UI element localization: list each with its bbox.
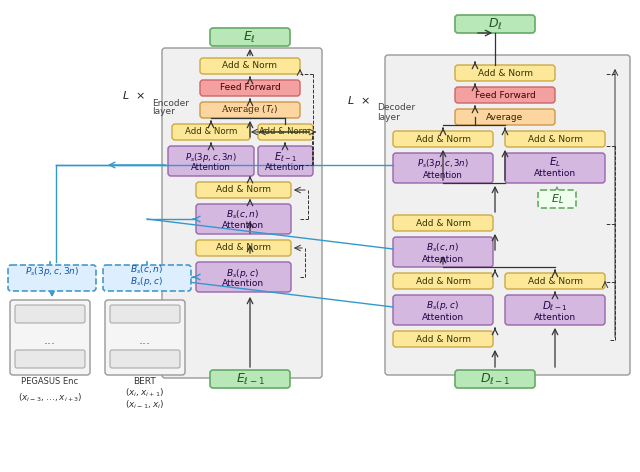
Text: Add & Norm: Add & Norm: [527, 277, 582, 286]
FancyBboxPatch shape: [168, 146, 254, 176]
FancyBboxPatch shape: [505, 131, 605, 147]
Text: Attention: Attention: [422, 254, 464, 263]
FancyBboxPatch shape: [393, 215, 493, 231]
FancyBboxPatch shape: [15, 350, 85, 368]
Text: layer: layer: [377, 113, 400, 123]
Text: Add & Norm: Add & Norm: [185, 127, 237, 136]
FancyBboxPatch shape: [196, 240, 291, 256]
FancyBboxPatch shape: [103, 265, 191, 291]
FancyBboxPatch shape: [393, 131, 493, 147]
FancyBboxPatch shape: [200, 80, 300, 96]
Text: Attention: Attention: [191, 163, 231, 172]
FancyBboxPatch shape: [10, 300, 90, 375]
FancyBboxPatch shape: [385, 55, 630, 375]
FancyBboxPatch shape: [393, 295, 493, 325]
FancyBboxPatch shape: [210, 28, 290, 46]
FancyBboxPatch shape: [105, 300, 185, 375]
Text: PEGASUS Enc: PEGASUS Enc: [21, 377, 79, 386]
Text: $L$  ×: $L$ ×: [347, 94, 370, 106]
Text: Attention: Attention: [265, 163, 305, 172]
FancyBboxPatch shape: [162, 48, 322, 378]
Text: Decoder: Decoder: [377, 103, 415, 112]
Text: Attention: Attention: [423, 170, 463, 179]
Text: $D_{\ell-1}$: $D_{\ell-1}$: [479, 371, 510, 387]
FancyBboxPatch shape: [200, 102, 300, 118]
Text: $L$  ×: $L$ ×: [122, 89, 145, 101]
Text: ...: ...: [44, 334, 56, 346]
Text: $E_{\ell-1}$: $E_{\ell-1}$: [236, 371, 264, 387]
Text: $D_{\ell-1}$: $D_{\ell-1}$: [542, 299, 568, 313]
Text: $B_s(p, c)$: $B_s(p, c)$: [426, 300, 460, 312]
Text: Add & Norm: Add & Norm: [415, 135, 470, 143]
FancyBboxPatch shape: [393, 237, 493, 267]
Text: Attention: Attention: [534, 312, 576, 321]
Text: ...: ...: [139, 334, 151, 346]
Text: $E_\ell$: $E_\ell$: [243, 29, 257, 44]
Text: Average $(T_\ell)$: Average $(T_\ell)$: [221, 103, 278, 117]
Text: $D_\ell$: $D_\ell$: [488, 17, 502, 32]
Text: $B_s(c, n)$: $B_s(c, n)$: [227, 209, 260, 221]
Text: $E_{\ell-1}$: $E_{\ell-1}$: [273, 150, 296, 164]
FancyBboxPatch shape: [258, 124, 313, 140]
Text: $(x_i, x_{i+1})$: $(x_i, x_{i+1})$: [125, 387, 164, 399]
FancyBboxPatch shape: [210, 370, 290, 388]
Text: $E_L$: $E_L$: [549, 155, 561, 169]
FancyBboxPatch shape: [505, 273, 605, 289]
Text: Average: Average: [486, 112, 524, 121]
Text: Add & Norm: Add & Norm: [415, 335, 470, 344]
Text: Add & Norm: Add & Norm: [259, 127, 310, 136]
FancyBboxPatch shape: [200, 58, 300, 74]
Text: $B_s(c, n)$: $B_s(c, n)$: [426, 242, 460, 254]
FancyBboxPatch shape: [455, 370, 535, 388]
FancyBboxPatch shape: [538, 190, 576, 208]
Text: Add & Norm: Add & Norm: [216, 185, 271, 194]
Text: $(x_{i-1}, x_i)$: $(x_{i-1}, x_i)$: [125, 399, 164, 411]
FancyBboxPatch shape: [196, 204, 291, 234]
Text: $B_s(p, c)$: $B_s(p, c)$: [227, 267, 260, 279]
Text: $P_s(3p, c, 3n)$: $P_s(3p, c, 3n)$: [185, 151, 237, 163]
FancyBboxPatch shape: [172, 124, 250, 140]
Text: BERT: BERT: [134, 377, 156, 386]
Text: Attention: Attention: [222, 279, 264, 288]
Text: Feed Forward: Feed Forward: [220, 84, 280, 93]
FancyBboxPatch shape: [455, 87, 555, 103]
FancyBboxPatch shape: [110, 350, 180, 368]
Text: Attention: Attention: [222, 221, 264, 230]
Text: Add & Norm: Add & Norm: [223, 61, 278, 70]
Text: Add & Norm: Add & Norm: [477, 68, 532, 77]
Text: Attention: Attention: [534, 169, 576, 177]
Text: $B_s(c, n)$: $B_s(c, n)$: [131, 264, 164, 276]
Text: Encoder: Encoder: [152, 99, 189, 108]
FancyBboxPatch shape: [455, 65, 555, 81]
FancyBboxPatch shape: [455, 15, 535, 33]
FancyBboxPatch shape: [258, 146, 313, 176]
FancyBboxPatch shape: [393, 153, 493, 183]
FancyBboxPatch shape: [505, 153, 605, 183]
Text: Attention: Attention: [422, 312, 464, 321]
Text: $B_s(p, c)$: $B_s(p, c)$: [131, 276, 164, 288]
Text: $P_s(3p, c, 3n)$: $P_s(3p, c, 3n)$: [417, 158, 469, 170]
Text: layer: layer: [152, 108, 175, 117]
FancyBboxPatch shape: [455, 109, 555, 125]
FancyBboxPatch shape: [505, 295, 605, 325]
FancyBboxPatch shape: [8, 265, 96, 291]
FancyBboxPatch shape: [15, 305, 85, 323]
FancyBboxPatch shape: [196, 182, 291, 198]
Text: Add & Norm: Add & Norm: [527, 135, 582, 143]
Text: Add & Norm: Add & Norm: [415, 277, 470, 286]
Text: Add & Norm: Add & Norm: [216, 244, 271, 253]
Text: $E_L$: $E_L$: [550, 192, 563, 206]
Text: Feed Forward: Feed Forward: [475, 91, 536, 100]
FancyBboxPatch shape: [393, 331, 493, 347]
FancyBboxPatch shape: [393, 273, 493, 289]
Text: $P_s(3p, c, 3n)$: $P_s(3p, c, 3n)$: [25, 265, 79, 278]
FancyBboxPatch shape: [196, 262, 291, 292]
FancyBboxPatch shape: [110, 305, 180, 323]
Text: $(x_{i-3}, \ldots, x_{i+3})$: $(x_{i-3}, \ldots, x_{i+3})$: [18, 392, 83, 404]
Text: Add & Norm: Add & Norm: [415, 219, 470, 228]
